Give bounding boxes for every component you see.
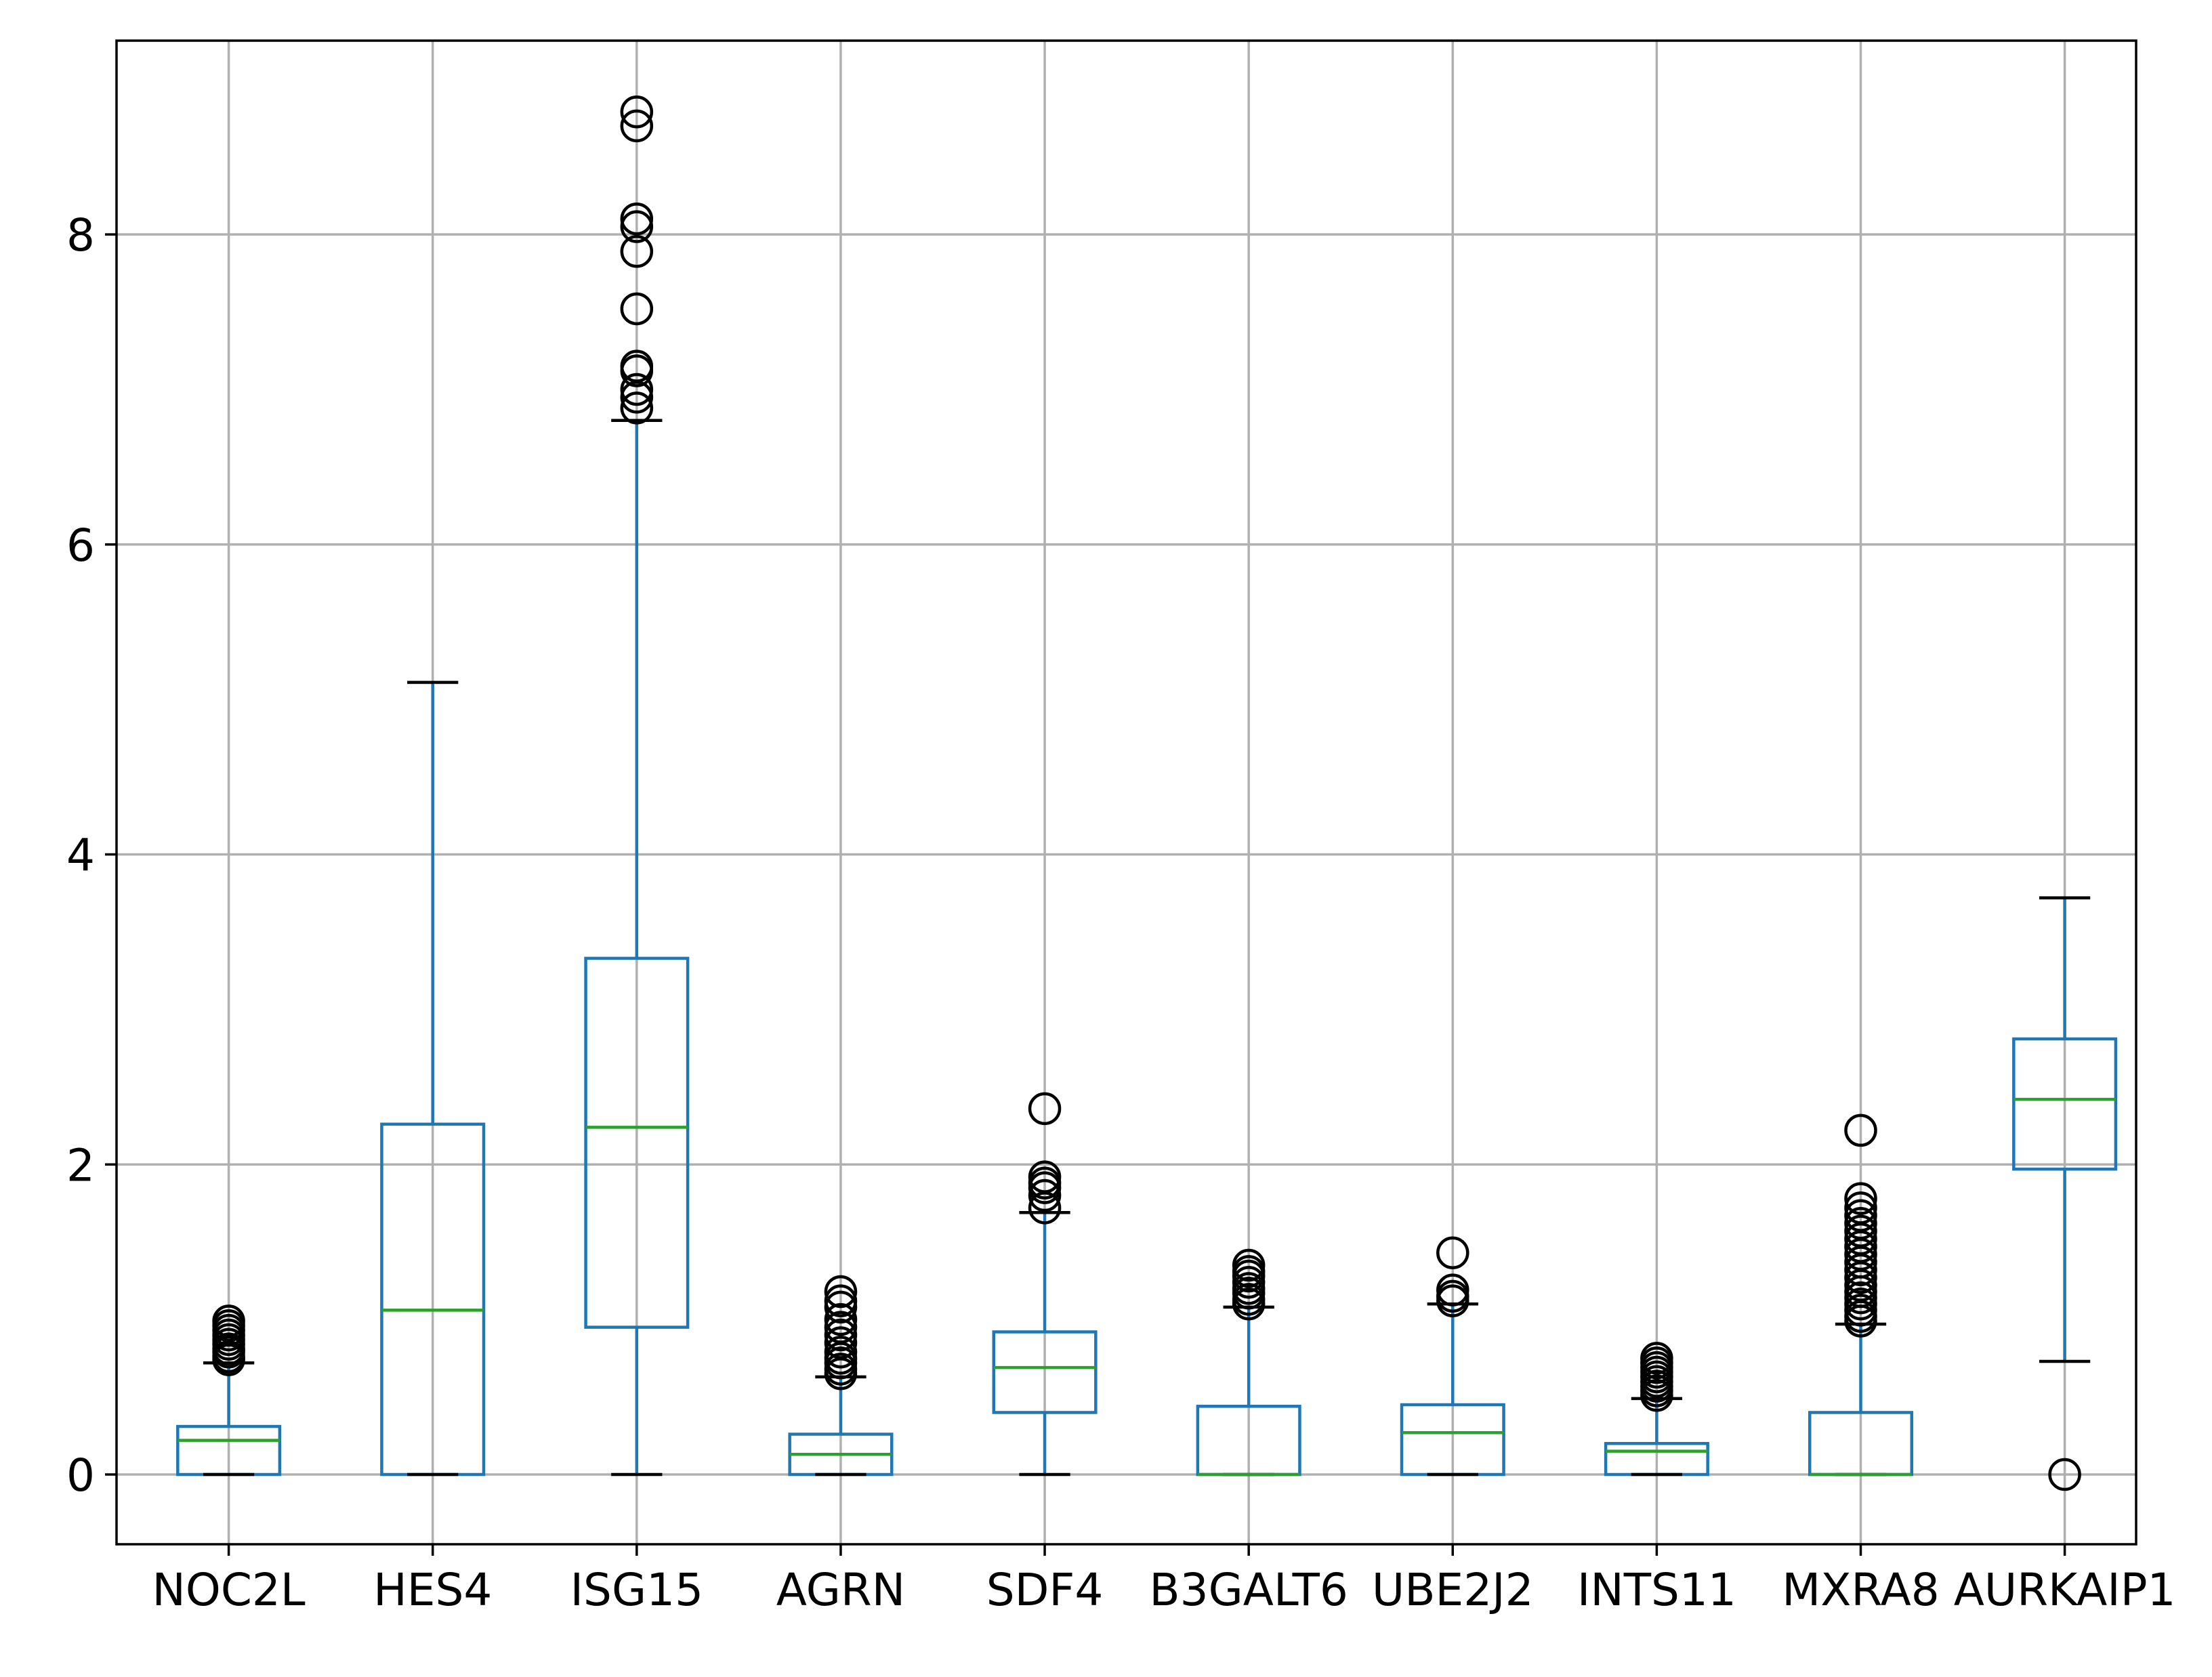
outlier-point: [1640, 1342, 1673, 1375]
outlier-point: [1436, 1273, 1469, 1307]
outlier-point: [1028, 1092, 1062, 1126]
outlier-point: [824, 1311, 858, 1344]
outlier-markers: [212, 95, 2081, 1491]
outlier-point: [620, 202, 654, 236]
x-tick-label: NOC2L: [152, 1564, 306, 1616]
outlier-point: [620, 109, 654, 143]
y-tick-label: 4: [66, 830, 95, 882]
box-isg15: [584, 419, 690, 1477]
outlier-point: [824, 1284, 858, 1317]
plot-area-frame: [115, 39, 2137, 1546]
x-tick-label: AURKAIP1: [1954, 1564, 2176, 1616]
y-tick-label: 8: [66, 209, 95, 261]
box-ube2j2: [1400, 1302, 1505, 1477]
outlier-point: [824, 1275, 858, 1309]
box-agrn: [788, 1375, 894, 1477]
iqr-box: [584, 956, 690, 1329]
y-tick-label: 2: [66, 1139, 95, 1191]
outlier-point: [1844, 1182, 1877, 1215]
box-aurkaip1: [2012, 896, 2118, 1363]
outlier-point: [824, 1326, 858, 1359]
outlier-point: [824, 1302, 858, 1336]
x-tick-label: AGRN: [776, 1564, 905, 1616]
x-tick-label: SDF4: [986, 1564, 1104, 1616]
x-tick-label: ISG15: [570, 1564, 704, 1616]
outlier-point: [620, 235, 654, 268]
y-axis-ticks: 0 2 4 6 8: [66, 209, 117, 1502]
iqr-box: [992, 1330, 1098, 1414]
box-sdf4: [992, 1210, 1098, 1477]
outlier-point: [1844, 1214, 1877, 1248]
outlier-point: [620, 292, 654, 326]
x-tick-label: HES4: [373, 1564, 492, 1616]
x-tick-label: B3GALT6: [1149, 1564, 1348, 1616]
outlier-point: [620, 210, 654, 243]
outlier-point: [824, 1335, 858, 1369]
outlier-point: [1436, 1236, 1469, 1269]
x-tick-label: MXRA8: [1782, 1564, 1939, 1616]
outlier-point: [620, 373, 654, 406]
outlier-point: [1844, 1199, 1877, 1233]
y-tick-label: 0: [66, 1449, 95, 1502]
outlier-point: [620, 349, 654, 383]
outlier-point: [212, 1304, 245, 1338]
outlier-point: [1028, 1160, 1062, 1193]
outlier-point: [1844, 1206, 1877, 1240]
x-axis-ticks: NOC2L HES4 ISG15 AGRN SDF4 B3GALT6 UBE2J2 INTS1…: [152, 1544, 2176, 1616]
x-tick-label: INTS11: [1577, 1564, 1736, 1616]
outlier-point: [1232, 1248, 1266, 1282]
outlier-point: [2048, 1458, 2081, 1491]
boxes: [176, 419, 2118, 1477]
box-ints11: [1604, 1397, 1709, 1477]
outlier-point: [620, 95, 654, 129]
outlier-point: [620, 391, 654, 425]
box-mxra8: [1808, 1322, 1914, 1477]
outlier-point: [1844, 1113, 1877, 1147]
outlier-point: [824, 1318, 858, 1352]
iqr-box: [2012, 1037, 2118, 1171]
y-tick-label: 6: [66, 519, 95, 572]
x-tick-label: UBE2J2: [1372, 1564, 1534, 1616]
outlier-point: [1844, 1191, 1877, 1225]
box-hes4: [380, 681, 486, 1477]
outlier-point: [1028, 1179, 1062, 1212]
